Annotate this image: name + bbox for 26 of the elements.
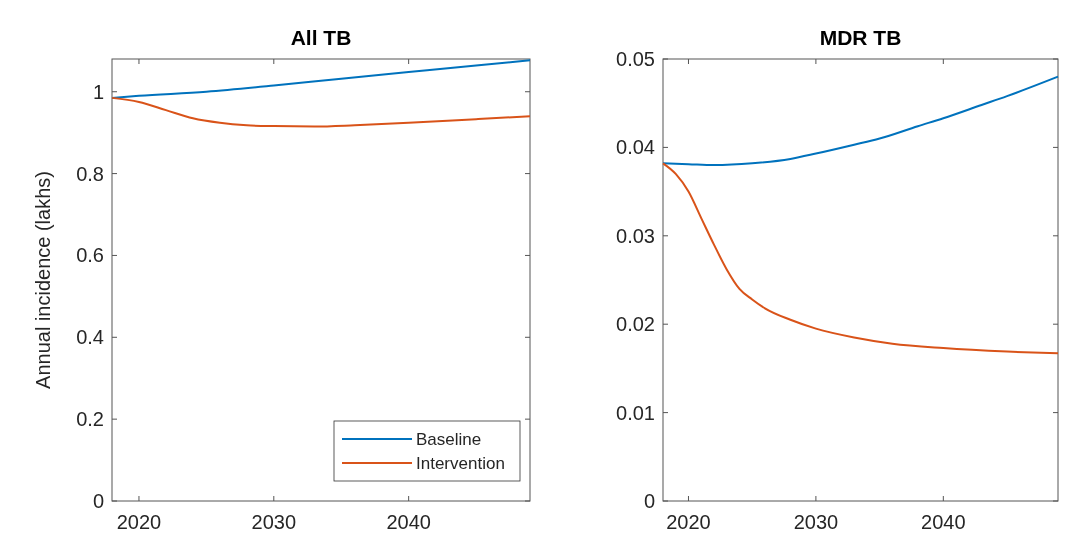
y-tick-label: 0.02 <box>616 313 655 336</box>
chart-title: MDR TB <box>819 26 902 49</box>
line-series <box>662 75 1059 167</box>
x-tick-label: 2030 <box>251 511 297 533</box>
y-tick-label: 0 <box>92 490 104 512</box>
y-tick-label: 0.04 <box>616 136 655 159</box>
y-tick-label: 0.03 <box>616 224 655 247</box>
y-tick-label: 0.2 <box>76 408 104 431</box>
line-series <box>662 162 1059 355</box>
y-tick-label: 0.05 <box>616 48 655 70</box>
chart-title: All TB <box>290 26 352 49</box>
line-series <box>111 96 531 128</box>
legend-label: Intervention <box>416 454 505 473</box>
x-tick-label: 2020 <box>116 511 162 533</box>
y-tick-label: 0.6 <box>76 244 104 267</box>
y-axis-title: Annual incidence (lakhs) <box>32 171 54 389</box>
x-tick-label: 2020 <box>666 511 711 533</box>
y-tick-label: 1 <box>92 80 104 103</box>
x-tick-label: 2030 <box>793 511 839 533</box>
y-tick-label: 0.01 <box>616 401 655 424</box>
y-tick-label: 0.4 <box>76 326 104 349</box>
y-tick-label: 0.8 <box>76 162 104 185</box>
y-tick-label: 0 <box>643 490 655 512</box>
legend-label: Baseline <box>416 430 482 449</box>
x-tick-label: 2040 <box>921 511 966 533</box>
x-tick-label: 2040 <box>386 511 431 533</box>
